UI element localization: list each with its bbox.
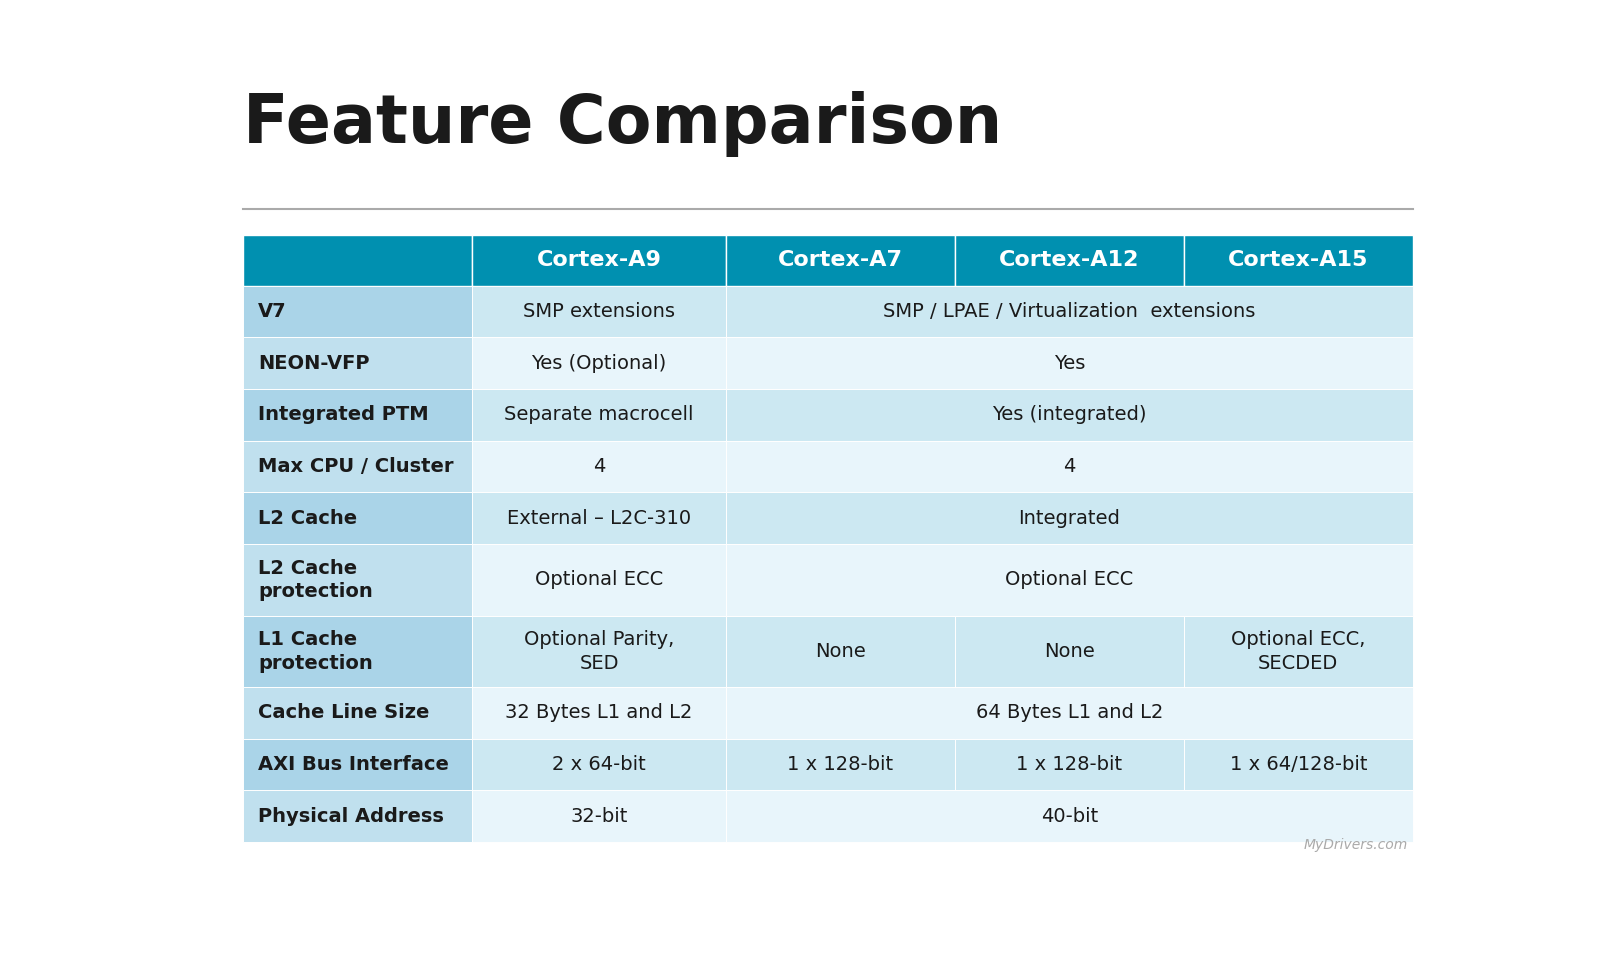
Bar	[472, 235, 726, 286]
Text: Yes: Yes	[1054, 354, 1085, 372]
Bar	[726, 389, 1413, 441]
Text: Feature Comparison: Feature Comparison	[243, 91, 1003, 157]
Text: Integrated: Integrated	[1019, 509, 1120, 528]
Text: Physical Address: Physical Address	[258, 806, 445, 826]
Bar	[955, 235, 1184, 286]
Text: 4: 4	[594, 457, 605, 476]
Bar	[243, 235, 472, 286]
Text: SMP / LPAE / Virtualization  extensions: SMP / LPAE / Virtualization extensions	[883, 302, 1256, 321]
Bar	[243, 688, 472, 739]
Text: 1 x 128-bit: 1 x 128-bit	[787, 755, 893, 774]
Text: Optional ECC: Optional ECC	[1005, 571, 1133, 589]
Bar	[726, 337, 1413, 389]
Bar	[243, 492, 472, 544]
Bar	[472, 441, 726, 492]
Bar	[726, 790, 1413, 842]
Bar	[243, 739, 472, 790]
Text: Optional ECC,
SECDED: Optional ECC, SECDED	[1230, 630, 1365, 673]
Text: L2 Cache
protection: L2 Cache protection	[258, 559, 373, 601]
Text: Optional ECC: Optional ECC	[534, 571, 664, 589]
Text: 4: 4	[1062, 457, 1075, 476]
Bar	[472, 616, 726, 688]
Text: SMP extensions: SMP extensions	[523, 302, 675, 321]
Text: External – L2C-310: External – L2C-310	[507, 509, 691, 528]
Text: NEON-VFP: NEON-VFP	[258, 354, 370, 372]
Bar	[472, 337, 726, 389]
Text: 32 Bytes L1 and L2: 32 Bytes L1 and L2	[506, 703, 693, 722]
Text: V7: V7	[258, 302, 286, 321]
Text: AXI Bus Interface: AXI Bus Interface	[258, 755, 450, 774]
Bar	[472, 739, 726, 790]
Bar	[243, 544, 472, 616]
Text: 40-bit: 40-bit	[1040, 806, 1098, 826]
Text: Yes (Optional): Yes (Optional)	[531, 354, 667, 372]
Text: 1 x 64/128-bit: 1 x 64/128-bit	[1229, 755, 1366, 774]
Bar	[1184, 739, 1413, 790]
Text: Max CPU / Cluster: Max CPU / Cluster	[258, 457, 454, 476]
Text: Cortex-A7: Cortex-A7	[778, 250, 902, 271]
Bar	[726, 544, 1413, 616]
Text: L1 Cache
protection: L1 Cache protection	[258, 630, 373, 673]
Bar	[243, 337, 472, 389]
Bar	[472, 544, 726, 616]
Bar	[726, 492, 1413, 544]
Text: Integrated PTM: Integrated PTM	[258, 405, 429, 425]
Bar	[472, 492, 726, 544]
Bar	[472, 286, 726, 337]
Text: 32-bit: 32-bit	[571, 806, 627, 826]
Text: Separate macrocell: Separate macrocell	[504, 405, 694, 425]
Text: None: None	[814, 642, 866, 660]
Text: None: None	[1043, 642, 1094, 660]
Text: MyDrivers.com: MyDrivers.com	[1304, 837, 1408, 852]
Bar	[955, 739, 1184, 790]
Text: 1 x 128-bit: 1 x 128-bit	[1016, 755, 1123, 774]
Bar	[1184, 235, 1413, 286]
Bar	[955, 616, 1184, 688]
Bar	[726, 235, 955, 286]
Text: Cortex-A9: Cortex-A9	[536, 250, 661, 271]
Bar	[243, 616, 472, 688]
Text: L2 Cache: L2 Cache	[258, 509, 357, 528]
Text: Yes (integrated): Yes (integrated)	[992, 405, 1147, 425]
Bar	[243, 286, 472, 337]
Text: Cortex-A15: Cortex-A15	[1229, 250, 1368, 271]
Text: 2 x 64-bit: 2 x 64-bit	[552, 755, 646, 774]
Bar	[726, 688, 1413, 739]
Bar	[472, 688, 726, 739]
Bar	[726, 739, 955, 790]
Text: Cache Line Size: Cache Line Size	[258, 703, 430, 722]
Bar	[472, 389, 726, 441]
Bar	[726, 616, 955, 688]
Text: Cortex-A12: Cortex-A12	[998, 250, 1139, 271]
Bar	[243, 389, 472, 441]
Text: Optional Parity,
SED: Optional Parity, SED	[525, 630, 674, 673]
Bar	[243, 790, 472, 842]
Bar	[726, 286, 1413, 337]
Bar	[1184, 616, 1413, 688]
Bar	[472, 790, 726, 842]
Bar	[243, 441, 472, 492]
Text: 64 Bytes L1 and L2: 64 Bytes L1 and L2	[976, 703, 1163, 722]
Bar	[726, 441, 1413, 492]
